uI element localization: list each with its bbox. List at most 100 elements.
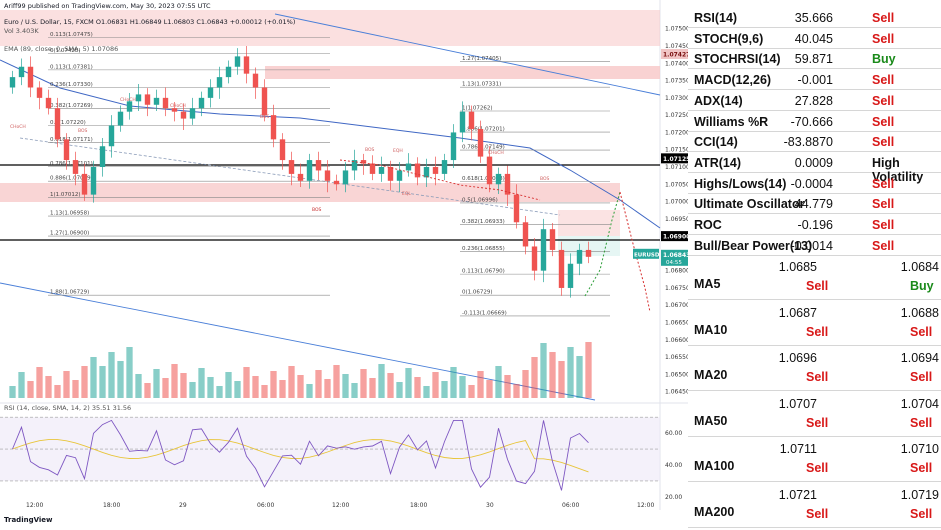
candle-body — [567, 263, 574, 288]
candle-body — [369, 163, 376, 174]
ema-line: EMA (89, close, 0, SMA, 5) 1.07086 — [4, 45, 119, 53]
volume-bar — [261, 385, 268, 398]
ma-row: MA5 1.0685 Sell 1.0684 Buy — [688, 256, 941, 300]
ma-exp-action: Sell — [910, 506, 933, 521]
volume-bar — [513, 384, 520, 398]
volume-bar — [171, 364, 178, 398]
candle-body — [225, 66, 232, 78]
ma-simple-value: 1.0707 — [778, 396, 817, 411]
volume-bar — [405, 368, 412, 398]
indicator-value: 0.0009 — [794, 155, 833, 170]
fib-right-label: 0.382(1.06933) — [462, 219, 505, 225]
rsi-line: RSI (14, close, SMA, 14, 2) 35.51 31.56 — [4, 404, 132, 412]
chart-panel[interactable]: 0.113(1.07475) 0(1.07428) 0.113(1.07381) 0.… — [0, 0, 688, 530]
candle-body — [540, 229, 547, 271]
fib-left-label: 1(1.07012) — [50, 192, 81, 198]
volume-bar — [459, 376, 466, 398]
price-tick: 1.06600 — [665, 337, 688, 344]
volume-bar — [333, 365, 340, 398]
price-badge-upper: 1.07125 — [663, 156, 688, 163]
ma-exp-value: 1.0719 — [900, 487, 939, 502]
candle-body — [153, 97, 160, 105]
rsi-tick: 60.00 — [665, 430, 682, 437]
price-tick: 1.06500 — [665, 371, 688, 378]
indicator-value: 27.828 — [794, 93, 833, 108]
candle-body — [297, 173, 304, 181]
volume-bar — [360, 369, 367, 398]
indicator-action: Sell — [872, 93, 895, 108]
volume-bar — [153, 369, 160, 398]
candle-body — [405, 163, 412, 171]
volume-bar — [387, 373, 394, 398]
volume-bar — [27, 381, 34, 398]
ma-row: MA20 1.0696 Sell 1.0694 Sell — [688, 347, 941, 391]
volume-bar — [243, 367, 250, 398]
indicator-row: Bull/Bear Power(13) -0.0014 Sell — [688, 236, 941, 256]
ma-row: MA200 1.0721 Sell 1.0719 Sell — [688, 484, 941, 528]
indicator-name: STOCH(9,6) — [694, 31, 764, 46]
smc-label: BOS — [540, 176, 550, 182]
indicator-value: -0.196 — [797, 218, 833, 232]
price-tick: 1.07400 — [665, 60, 688, 67]
ma-row: MA100 1.0711 Sell 1.0710 Sell — [688, 438, 941, 482]
dashed-trend — [19, 137, 561, 216]
indicator-action: Sell — [872, 73, 895, 88]
price-tick: 1.07050 — [665, 181, 688, 188]
indicator-name: ADX(14) — [694, 93, 743, 108]
fib-right-label: 0.5(1.06996) — [462, 197, 498, 203]
candle-body — [144, 94, 151, 105]
candle-body — [108, 125, 115, 147]
indicator-name: Ultimate Oscillator — [694, 197, 805, 212]
candle-body — [531, 246, 538, 271]
candle-body — [495, 173, 502, 185]
price-tick: 1.07500 — [665, 26, 688, 33]
ma-simple-action: Sell — [806, 370, 829, 384]
indicator-action: Sell — [872, 114, 895, 129]
indicator-value: 59.871 — [794, 52, 833, 67]
volume-bar — [288, 366, 295, 398]
candle-body — [288, 160, 295, 174]
chart-canvas[interactable]: 0.113(1.07475) 0(1.07428) 0.113(1.07381) 0.… — [0, 0, 688, 530]
candle-body — [9, 77, 16, 88]
candle-body — [513, 194, 520, 223]
candle-body — [351, 160, 358, 171]
candle-body — [468, 111, 475, 129]
candle-body — [396, 170, 403, 181]
price-tick: 1.07350 — [665, 78, 688, 85]
ma-simple-action: Sell — [806, 415, 829, 430]
volume-bar — [90, 357, 97, 398]
price-tick: 1.06950 — [665, 216, 688, 223]
volume-bar — [180, 373, 187, 398]
indicator-row: Highs/Lows(14) -0.0004 Sell — [688, 174, 941, 194]
indicator-row: ATR(14) 0.0009 High Volatility — [688, 153, 941, 184]
volume-bar — [225, 372, 232, 398]
candle-body — [315, 160, 322, 171]
candle-body — [270, 115, 277, 140]
volume-bar — [468, 385, 475, 398]
indicator-name: Bull/Bear Power(13) — [694, 238, 813, 253]
ma-name: MA20 — [694, 368, 728, 382]
indicator-name: RSI(14) — [694, 11, 738, 25]
fib-right-label: 0(1.06729) — [462, 290, 493, 296]
candle-body — [387, 166, 394, 181]
fib-left-label: 0.886(1.07059) — [50, 176, 93, 182]
candle-body — [261, 87, 268, 116]
volume-bar — [369, 378, 376, 398]
rsi-tick: 40.00 — [665, 462, 682, 469]
volume-bar — [432, 372, 439, 398]
volume-bar — [135, 374, 142, 398]
ma-simple-value: 1.0685 — [778, 260, 817, 274]
candle-body — [585, 249, 592, 257]
ma-exp-value: 1.0704 — [900, 396, 939, 411]
candle-body — [333, 180, 340, 185]
smc-label: EQL — [402, 191, 411, 197]
ma-exp-value: 1.0710 — [900, 442, 939, 456]
volume-line: Vol 3.403K — [4, 27, 39, 35]
ma-exp-action: Sell — [910, 415, 933, 430]
time-tick: 06:00 — [562, 502, 579, 509]
volume-bar — [585, 342, 592, 398]
indicator-action: Sell — [872, 197, 895, 212]
fib-right-label: 1(1.07262) — [462, 105, 493, 111]
fib-right-label: 0.113(1.06790) — [462, 269, 505, 275]
candle-body — [216, 77, 223, 88]
